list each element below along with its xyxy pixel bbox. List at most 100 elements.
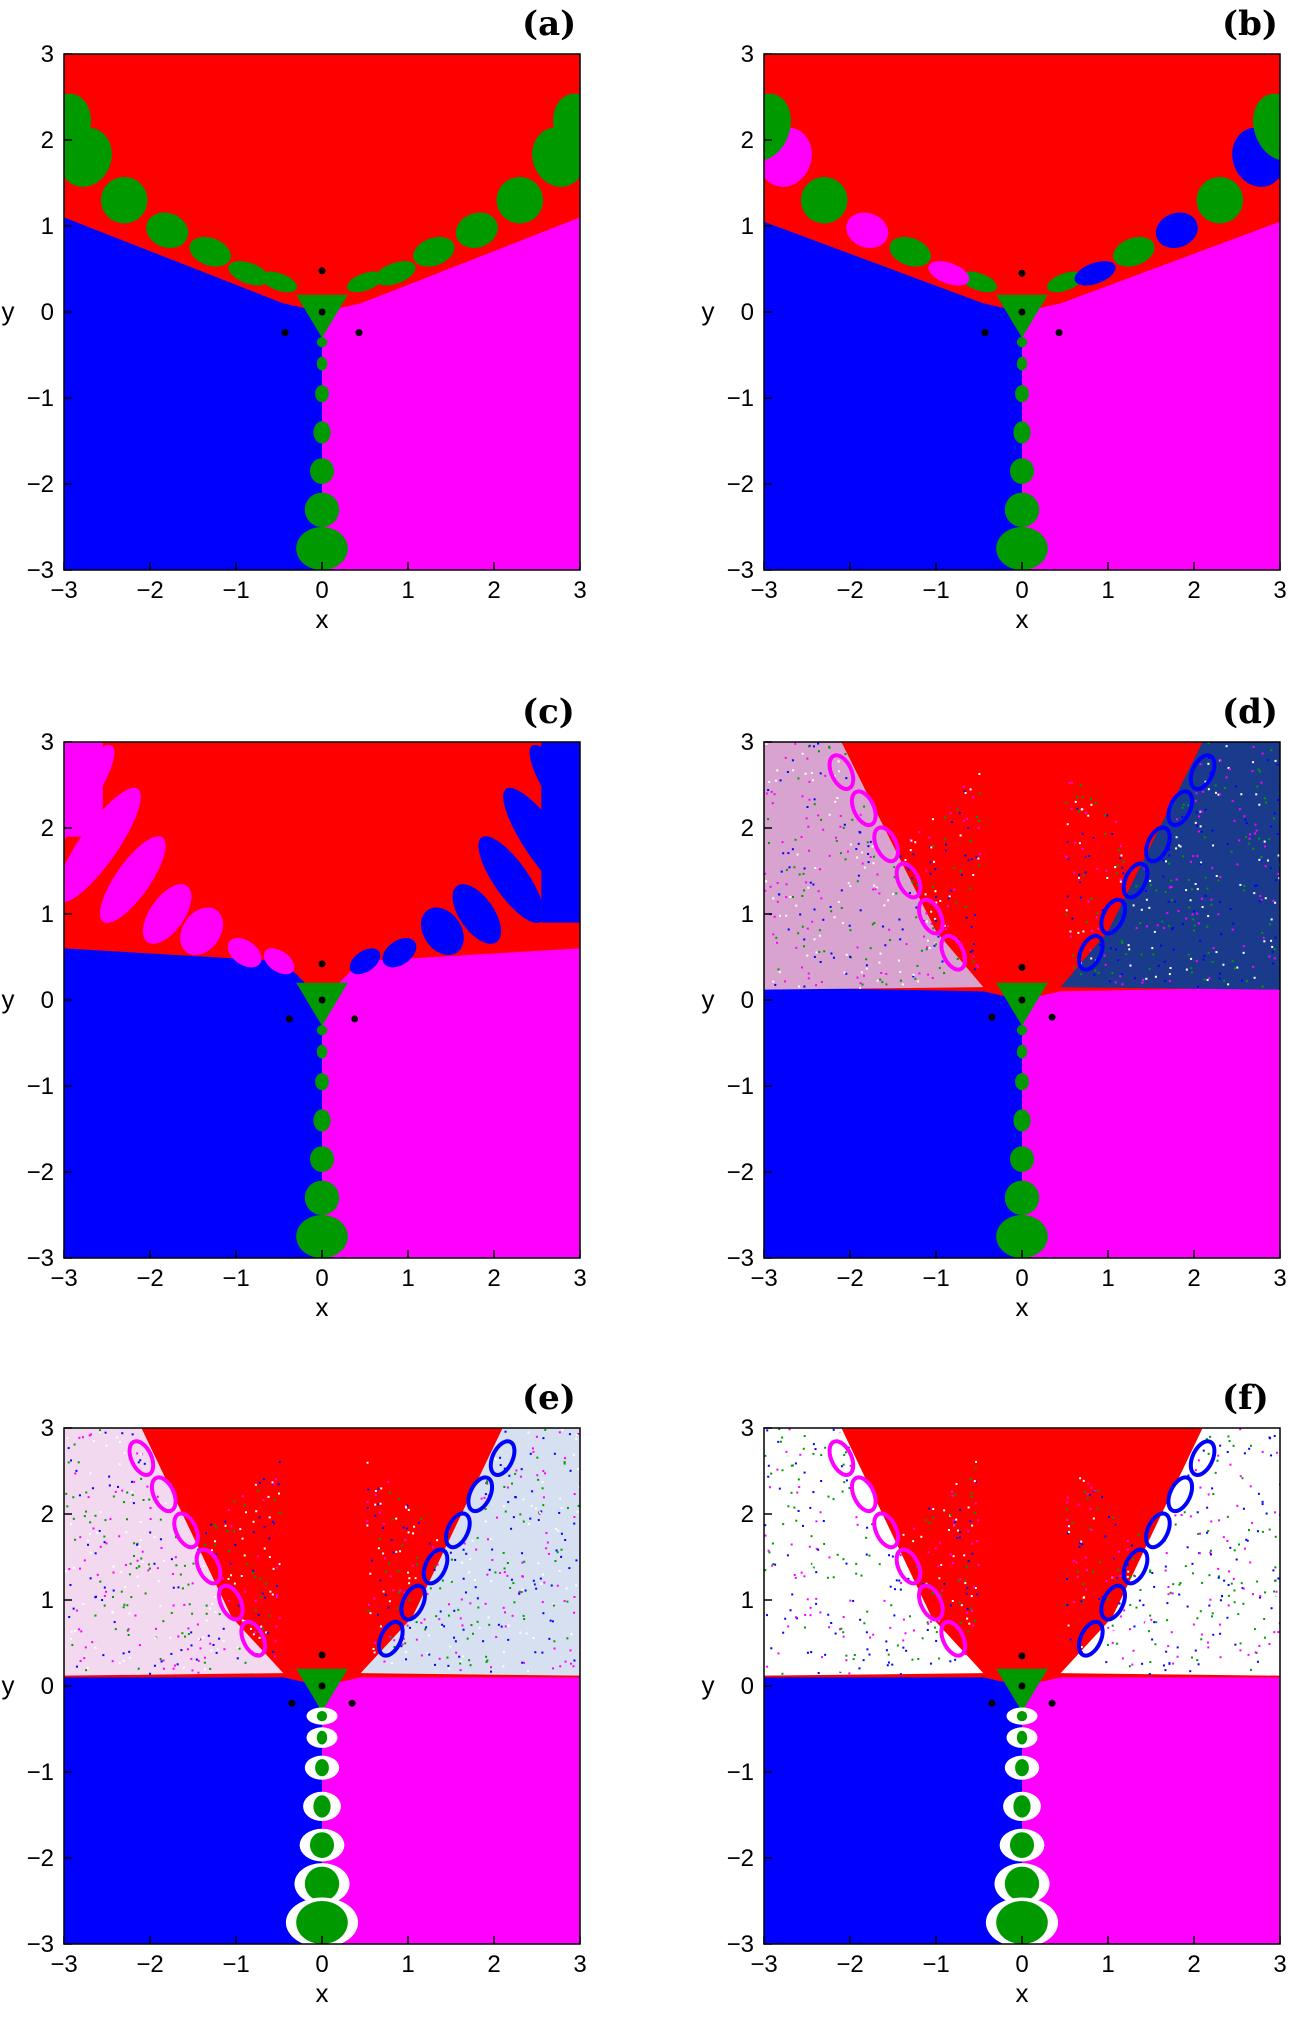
green-lens — [316, 1044, 328, 1059]
y-tick-label: 2 — [41, 127, 54, 154]
green-lens — [315, 1759, 329, 1777]
equilibrium-point — [1055, 329, 1063, 337]
lens-left — [928, 261, 970, 286]
x-tick-label: −3 — [750, 1265, 777, 1292]
x-tick-label: 3 — [573, 1951, 586, 1978]
x-axis-title: x — [1016, 1978, 1029, 2008]
green-lens — [309, 1832, 335, 1858]
equilibrium-point — [988, 1699, 996, 1707]
equilibrium-point — [1018, 269, 1026, 277]
equilibrium-point — [1018, 308, 1026, 316]
x-tick-label: 3 — [1273, 1265, 1286, 1292]
y-tick-label: −2 — [727, 1159, 754, 1186]
green-central-basin — [296, 982, 348, 1026]
x-tick-label: 0 — [1015, 1951, 1028, 1978]
x-tick-label: 1 — [1101, 1265, 1114, 1292]
green-lens — [1013, 421, 1031, 444]
y-axis-title: y — [2, 1670, 15, 1700]
green-lens — [315, 385, 329, 403]
lens-right — [553, 93, 580, 161]
magenta-basin — [322, 217, 580, 570]
y-axis-title: y — [702, 984, 715, 1014]
x-tick-label: 1 — [1101, 1951, 1114, 1978]
basin-plot: −3 −2 −1 0 1 2 3 3 2 1 0 −1 −2 −3 x y — [2, 41, 587, 634]
green-lens — [1016, 1044, 1028, 1059]
equilibrium-point — [288, 1699, 296, 1707]
lens-left — [64, 787, 141, 903]
x-tick-label: −2 — [836, 577, 863, 604]
x-tick-label: 0 — [1015, 577, 1028, 604]
equilibrium-point — [285, 1015, 293, 1023]
y-axis-title: y — [702, 296, 715, 326]
x-tick-label: −1 — [222, 577, 249, 604]
x-tick-label: 3 — [1273, 1951, 1286, 1978]
green-lens — [316, 336, 328, 348]
equilibrium-point — [318, 1651, 326, 1659]
lens-right — [1113, 236, 1155, 267]
panel-label: (f) — [1222, 1378, 1269, 1418]
panel-label: (d) — [1222, 692, 1278, 732]
x-axis-title: x — [1016, 604, 1029, 634]
lens-right — [382, 938, 417, 968]
green-lens — [296, 1901, 348, 1944]
x-axis-title: x — [316, 1292, 329, 1322]
green-lens — [1013, 1109, 1031, 1132]
green-lens — [1004, 1866, 1040, 1901]
y-tick-label: 3 — [741, 1415, 754, 1442]
lens-left — [64, 93, 91, 161]
lens-left — [764, 93, 791, 161]
speckle-dots — [764, 742, 1280, 989]
lens-right — [413, 236, 455, 267]
equilibrium-point — [1018, 1682, 1026, 1690]
panel-label: (a) — [522, 4, 577, 44]
green-lens — [296, 527, 348, 570]
x-tick-label: 3 — [1273, 577, 1286, 604]
green-lens — [316, 1710, 328, 1722]
lens-right — [349, 948, 381, 975]
x-tick-label: 3 — [573, 1265, 586, 1292]
lens-left — [146, 212, 189, 249]
y-axis-title: y — [2, 296, 15, 326]
y-tick-label: −1 — [727, 385, 754, 412]
green-lens — [1015, 1759, 1029, 1777]
equilibrium-point — [348, 1699, 356, 1707]
lens-left — [960, 271, 998, 293]
x-tick-label: −1 — [922, 1951, 949, 1978]
lens-left — [142, 884, 192, 944]
x-axis-title: x — [316, 1978, 329, 2008]
green-lens — [1016, 1024, 1028, 1036]
basin-panel-a: (a) −3 −2 −1 0 1 2 3 3 2 1 0 −1 −2 −3 x y — [0, 0, 587, 634]
magenta-basin — [1022, 221, 1280, 570]
green-lens — [315, 1073, 329, 1091]
lens-right — [1155, 212, 1198, 249]
green-central-basin — [996, 1668, 1048, 1712]
panel-label: (c) — [522, 692, 575, 732]
y-tick-label: −3 — [727, 1245, 754, 1272]
speckle-dots — [65, 1428, 580, 1675]
x-tick-label: −3 — [50, 1951, 77, 1978]
y-tick-label: −2 — [27, 1845, 54, 1872]
x-tick-label: 3 — [573, 577, 586, 604]
y-tick-label: 0 — [41, 987, 54, 1014]
green-lens — [304, 1180, 340, 1215]
lens-right — [455, 212, 498, 249]
x-tick-label: −3 — [750, 577, 777, 604]
green-lens — [309, 1146, 335, 1172]
y-tick-label: 1 — [741, 1587, 754, 1614]
blue-basin — [64, 948, 322, 1258]
basin-plot: −3 −2 −1 0 1 2 3 3 2 1 0 −1 −2 −3 x y — [702, 1415, 1287, 2008]
y-tick-label: 1 — [41, 901, 54, 928]
blue-basin — [764, 221, 1022, 570]
y-tick-label: −3 — [727, 1931, 754, 1958]
basin-panel-f: (f) −3 −2 −1 0 1 2 3 3 2 1 0 −1 −2 −3 x y — [700, 1374, 1287, 2008]
equilibrium-point — [1018, 1652, 1026, 1660]
lens-right — [1046, 271, 1084, 293]
equilibrium-point — [1048, 1699, 1056, 1707]
y-tick-label: −3 — [27, 1931, 54, 1958]
lens-right — [496, 176, 544, 224]
magenta-basin — [322, 1677, 580, 1944]
lens-right — [452, 884, 502, 944]
y-tick-label: −1 — [727, 1759, 754, 1786]
lens-left — [800, 176, 848, 224]
equilibrium-point — [318, 1682, 326, 1690]
